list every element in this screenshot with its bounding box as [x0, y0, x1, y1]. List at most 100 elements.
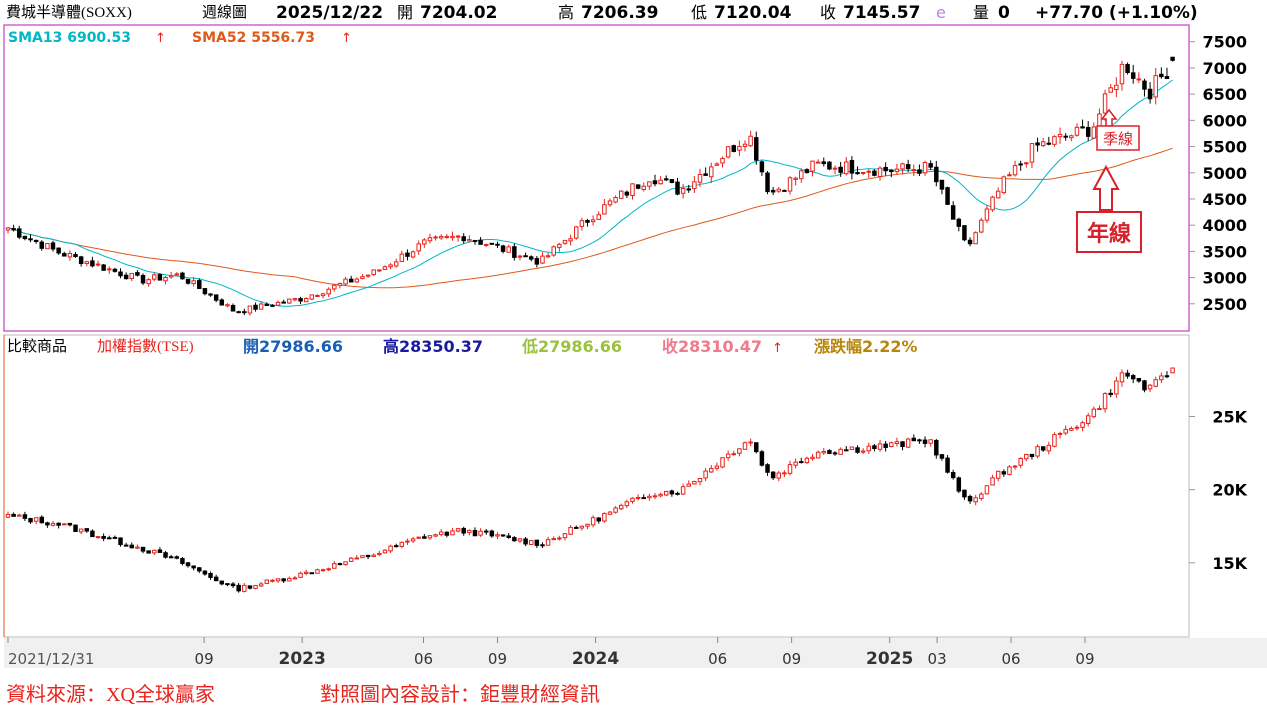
candle	[208, 571, 213, 580]
candle	[731, 144, 736, 153]
candle	[540, 252, 545, 265]
candle	[658, 176, 663, 185]
candle	[1080, 420, 1085, 432]
candle	[624, 499, 630, 508]
candle	[377, 550, 382, 557]
candle	[731, 450, 736, 456]
candle	[1085, 412, 1091, 427]
candle	[50, 240, 56, 252]
candle	[140, 273, 146, 286]
candle	[540, 542, 545, 549]
candle	[995, 470, 1001, 482]
candle	[56, 247, 61, 255]
candle	[309, 572, 315, 575]
candle	[298, 296, 303, 305]
candle	[1029, 453, 1035, 460]
candle	[354, 555, 360, 560]
candle	[697, 168, 703, 187]
candle	[1018, 457, 1023, 469]
candle	[754, 131, 759, 165]
candle	[894, 437, 900, 447]
candle	[680, 483, 686, 496]
candle	[405, 538, 410, 545]
quarter-line-annotation: 季線	[1096, 108, 1140, 151]
candle	[545, 536, 551, 546]
candle	[1108, 84, 1113, 93]
candle	[62, 523, 67, 526]
candle	[759, 160, 765, 176]
candle	[236, 310, 241, 314]
y-tick-label: 2500	[1202, 295, 1247, 314]
candle	[1012, 160, 1018, 177]
candle	[602, 198, 607, 215]
candle	[1001, 175, 1007, 195]
candle	[1091, 122, 1097, 140]
candle	[287, 576, 292, 582]
sma13-path	[7, 79, 1173, 307]
candle	[804, 456, 810, 465]
candle	[1074, 123, 1080, 137]
low-value: 7120.04	[714, 3, 792, 23]
candle	[917, 438, 922, 444]
candle	[337, 562, 343, 566]
candle	[1097, 405, 1102, 411]
candle	[962, 225, 967, 242]
candle	[849, 446, 855, 451]
candle	[242, 308, 247, 316]
candle	[410, 536, 416, 543]
bar-date: 2025/12/22	[276, 3, 383, 23]
candle	[1069, 134, 1074, 142]
candle	[635, 184, 641, 190]
candle	[680, 184, 686, 199]
price-y-axis: 2500 3000 3500 4000 4500 5000 5500 6000 6500 7000…	[1189, 33, 1247, 314]
candle	[303, 297, 309, 303]
candle	[838, 161, 843, 177]
candle	[399, 250, 405, 262]
candle	[45, 521, 50, 528]
candle	[1125, 369, 1130, 379]
candle	[348, 275, 354, 283]
candle	[568, 525, 573, 536]
candle	[444, 531, 450, 538]
candle	[607, 198, 613, 207]
high-value: 7206.39	[581, 3, 658, 23]
candle	[641, 494, 646, 500]
open-label: 開	[397, 3, 413, 22]
candle	[1159, 372, 1164, 384]
candle	[799, 168, 804, 183]
candle	[67, 522, 73, 527]
candle	[782, 189, 787, 192]
candle	[500, 244, 506, 254]
candle	[258, 581, 264, 587]
candle	[900, 441, 905, 451]
candle	[174, 272, 180, 276]
candle	[939, 179, 945, 195]
candle	[360, 555, 365, 559]
candle	[1170, 56, 1175, 62]
candle	[709, 162, 714, 184]
candle	[827, 161, 832, 171]
x-tick-label: 2025	[866, 649, 913, 669]
candle	[782, 470, 787, 478]
candle	[945, 186, 950, 206]
x-axis-band	[4, 638, 1267, 668]
candle	[135, 270, 140, 277]
candle	[692, 176, 697, 194]
candle	[281, 299, 286, 304]
candle	[838, 447, 843, 455]
candle	[73, 252, 78, 258]
candle	[90, 529, 95, 538]
volume-value: 0	[998, 3, 1010, 23]
candle	[517, 538, 523, 544]
candle	[793, 458, 798, 469]
candle	[872, 443, 877, 452]
candle	[669, 489, 675, 497]
x-tick-label: 09	[1075, 650, 1094, 668]
candle	[39, 240, 44, 251]
candle	[945, 454, 950, 474]
candle	[523, 536, 528, 547]
candle	[579, 217, 585, 231]
candle	[101, 264, 106, 271]
candle	[1119, 60, 1125, 91]
candle	[270, 304, 275, 307]
